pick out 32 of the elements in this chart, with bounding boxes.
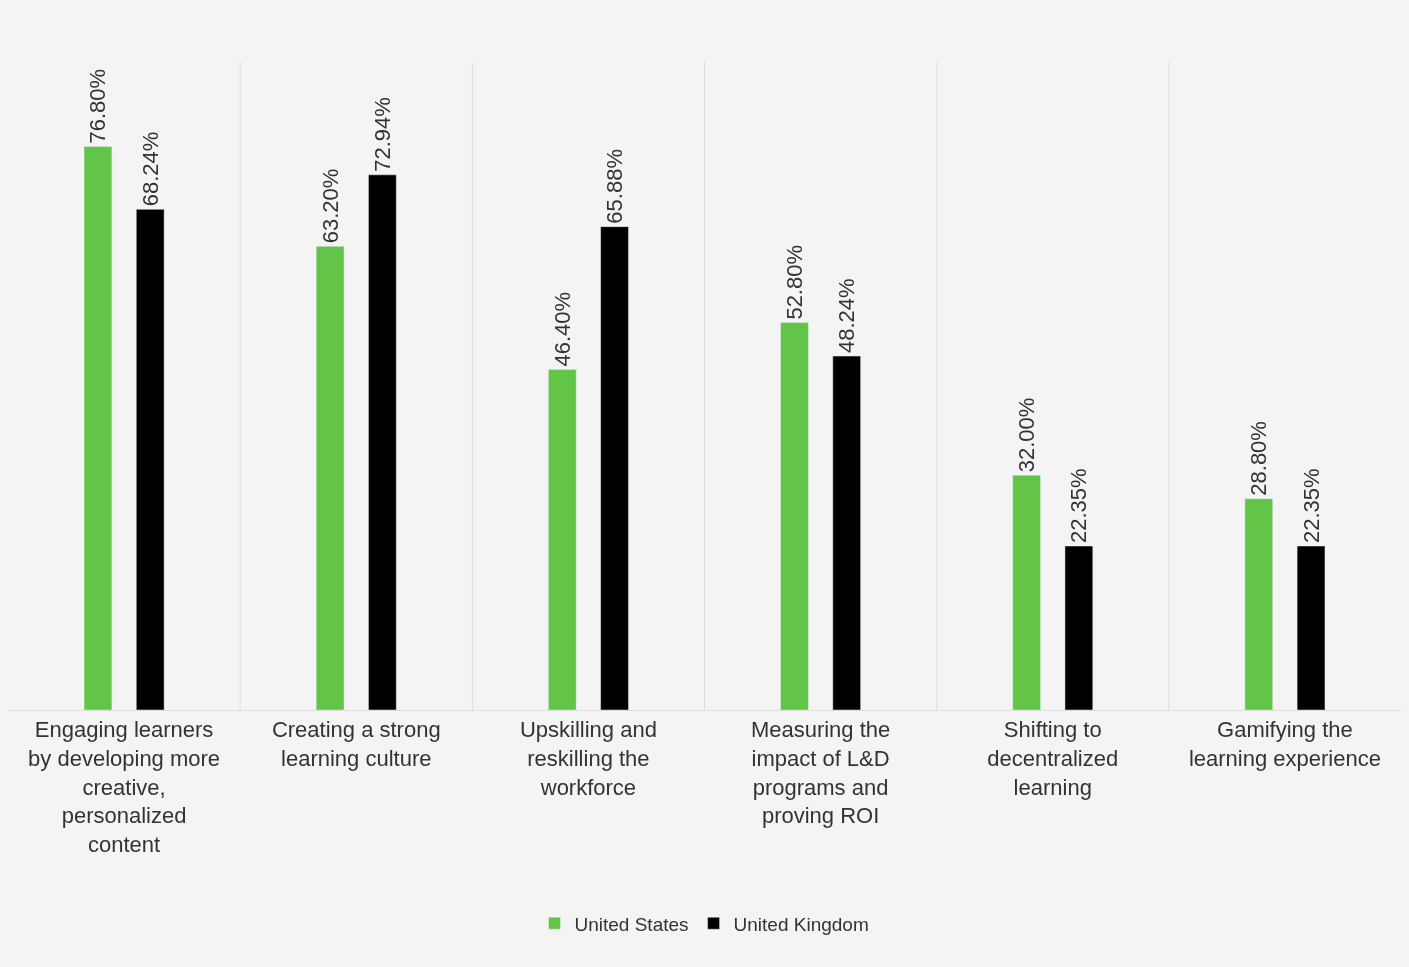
data-label: 32.00% — [1014, 397, 1040, 473]
x-tick-label: Measuring the impact of L&D programs and proving ROI — [750, 717, 891, 829]
bar — [1012, 474, 1041, 710]
x-tick-label: Creating a strong learning culture — [271, 717, 441, 771]
bar — [1244, 498, 1273, 710]
data-label: 46.40% — [549, 291, 575, 367]
data-label: 76.80% — [85, 68, 111, 144]
bar — [1296, 545, 1326, 710]
data-label: 48.24% — [834, 278, 860, 354]
bar — [136, 209, 165, 710]
bar — [600, 226, 629, 710]
bar — [1064, 545, 1094, 710]
x-tick-label: Gamifying the learning experience — [1188, 717, 1381, 771]
data-label: 68.24% — [137, 131, 163, 207]
legend-label: United Kingdom — [733, 913, 869, 935]
data-label: 22.35% — [1298, 468, 1324, 544]
data-label: 65.88% — [602, 149, 628, 224]
x-tick-label: Upskilling and reskilling the workforce — [519, 717, 657, 800]
bar — [548, 369, 577, 710]
legend-label: United States — [574, 913, 689, 935]
x-tick-label: Shifting to decentralized learning — [987, 717, 1119, 800]
data-label: 63.20% — [317, 168, 343, 244]
bar — [315, 246, 345, 710]
x-tick-label: Engaging learners by developing more creative, personalized content — [28, 717, 221, 857]
bar — [832, 355, 861, 710]
bar — [83, 146, 113, 710]
bar — [368, 174, 397, 710]
bar — [780, 322, 809, 710]
data-label: 72.94% — [369, 97, 395, 172]
data-label: 22.35% — [1066, 468, 1092, 544]
data-label: 28.80% — [1246, 421, 1272, 496]
data-label: 52.80% — [781, 244, 807, 320]
